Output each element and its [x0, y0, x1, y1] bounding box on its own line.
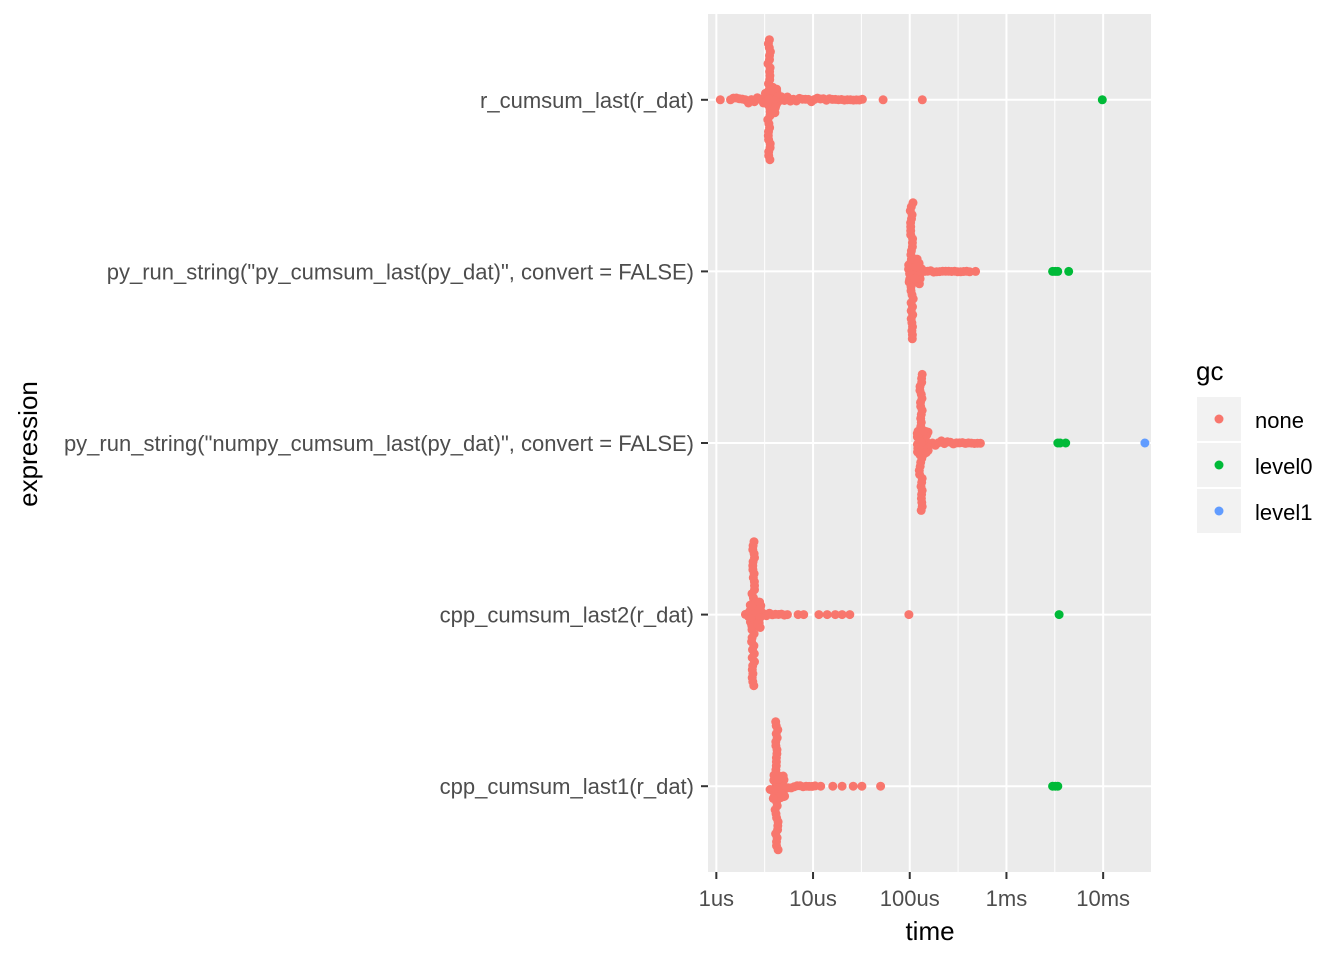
none-point: [919, 426, 929, 436]
x-tick-label: 100us: [880, 886, 940, 911]
none-point: [837, 610, 847, 620]
none-point: [747, 601, 756, 611]
none-point: [726, 95, 735, 105]
none-point: [715, 95, 725, 105]
none-point: [799, 610, 809, 620]
none-point: [837, 781, 847, 791]
none-point: [921, 448, 931, 458]
y-tick-label: cpp_cumsum_last1(r_dat): [440, 774, 694, 799]
none-point: [876, 781, 886, 791]
none-point: [770, 103, 780, 113]
none-point: [773, 845, 783, 855]
none-point: [830, 610, 840, 620]
none-point: [857, 94, 867, 104]
legend-label: level1: [1255, 500, 1312, 525]
level0-point: [1053, 781, 1063, 791]
none-point: [814, 610, 824, 620]
legend-label: none: [1255, 408, 1304, 433]
none-point: [774, 774, 784, 784]
y-axis-title: expression: [13, 381, 43, 507]
none-point: [971, 266, 981, 276]
legend-label: level0: [1255, 454, 1312, 479]
none-point: [975, 438, 985, 448]
none-point: [749, 681, 759, 691]
x-tick-label: 1ms: [986, 886, 1028, 911]
none-point: [910, 274, 920, 284]
legend-key-level1: [1214, 506, 1224, 516]
none-point: [907, 334, 917, 344]
legend-key-none: [1214, 414, 1224, 424]
none-point: [822, 610, 832, 620]
y-axis: r_cumsum_last(r_dat) py_run_string("py_cu…: [64, 88, 708, 799]
level0-point: [1097, 95, 1107, 105]
grid-layer: [708, 14, 1153, 872]
none-point: [755, 623, 765, 632]
none-point: [764, 94, 774, 104]
none-point: [904, 610, 914, 620]
x-tick-label: 1us: [699, 886, 734, 911]
level0-point: [1061, 438, 1071, 448]
y-tick-label: py_run_string("numpy_cumsum_last(py_dat)…: [64, 431, 694, 456]
none-point: [911, 262, 921, 272]
none-point: [828, 781, 838, 791]
x-axis-title: time: [905, 916, 954, 946]
points-layer: [715, 35, 1150, 855]
level1-point: [1140, 438, 1150, 448]
y-tick-label: r_cumsum_last(r_dat): [480, 88, 694, 113]
level0-point: [1064, 266, 1074, 276]
legend-title: gc: [1196, 356, 1223, 386]
legend: gc none level0 level1: [1196, 356, 1312, 533]
none-point: [878, 95, 888, 105]
none-point: [768, 793, 778, 803]
none-point: [753, 597, 763, 607]
none-point: [916, 505, 926, 515]
none-point: [782, 610, 792, 620]
none-point: [765, 155, 775, 165]
none-point: [916, 437, 926, 447]
none-point: [766, 85, 776, 95]
none-point: [917, 95, 927, 105]
x-tick-label: 10us: [789, 886, 837, 911]
level0-point: [1053, 266, 1063, 276]
x-tick-label: 10ms: [1076, 886, 1130, 911]
none-point: [857, 781, 867, 791]
x-axis: 1us 10us 100us 1ms 10ms: [699, 872, 1130, 911]
none-point: [845, 610, 855, 620]
none-point: [816, 781, 826, 791]
none-point: [848, 781, 858, 791]
legend-key-level0: [1214, 460, 1224, 470]
none-point: [777, 789, 787, 799]
none-point: [908, 255, 918, 264]
none-point: [754, 604, 764, 614]
y-tick-label: cpp_cumsum_last2(r_dat): [440, 603, 694, 628]
y-tick-label: py_run_string("py_cumsum_last(py_dat)", …: [107, 259, 694, 284]
level0-point: [1054, 610, 1064, 620]
